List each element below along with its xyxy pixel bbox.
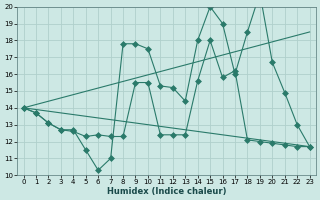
X-axis label: Humidex (Indice chaleur): Humidex (Indice chaleur) [107, 187, 226, 196]
